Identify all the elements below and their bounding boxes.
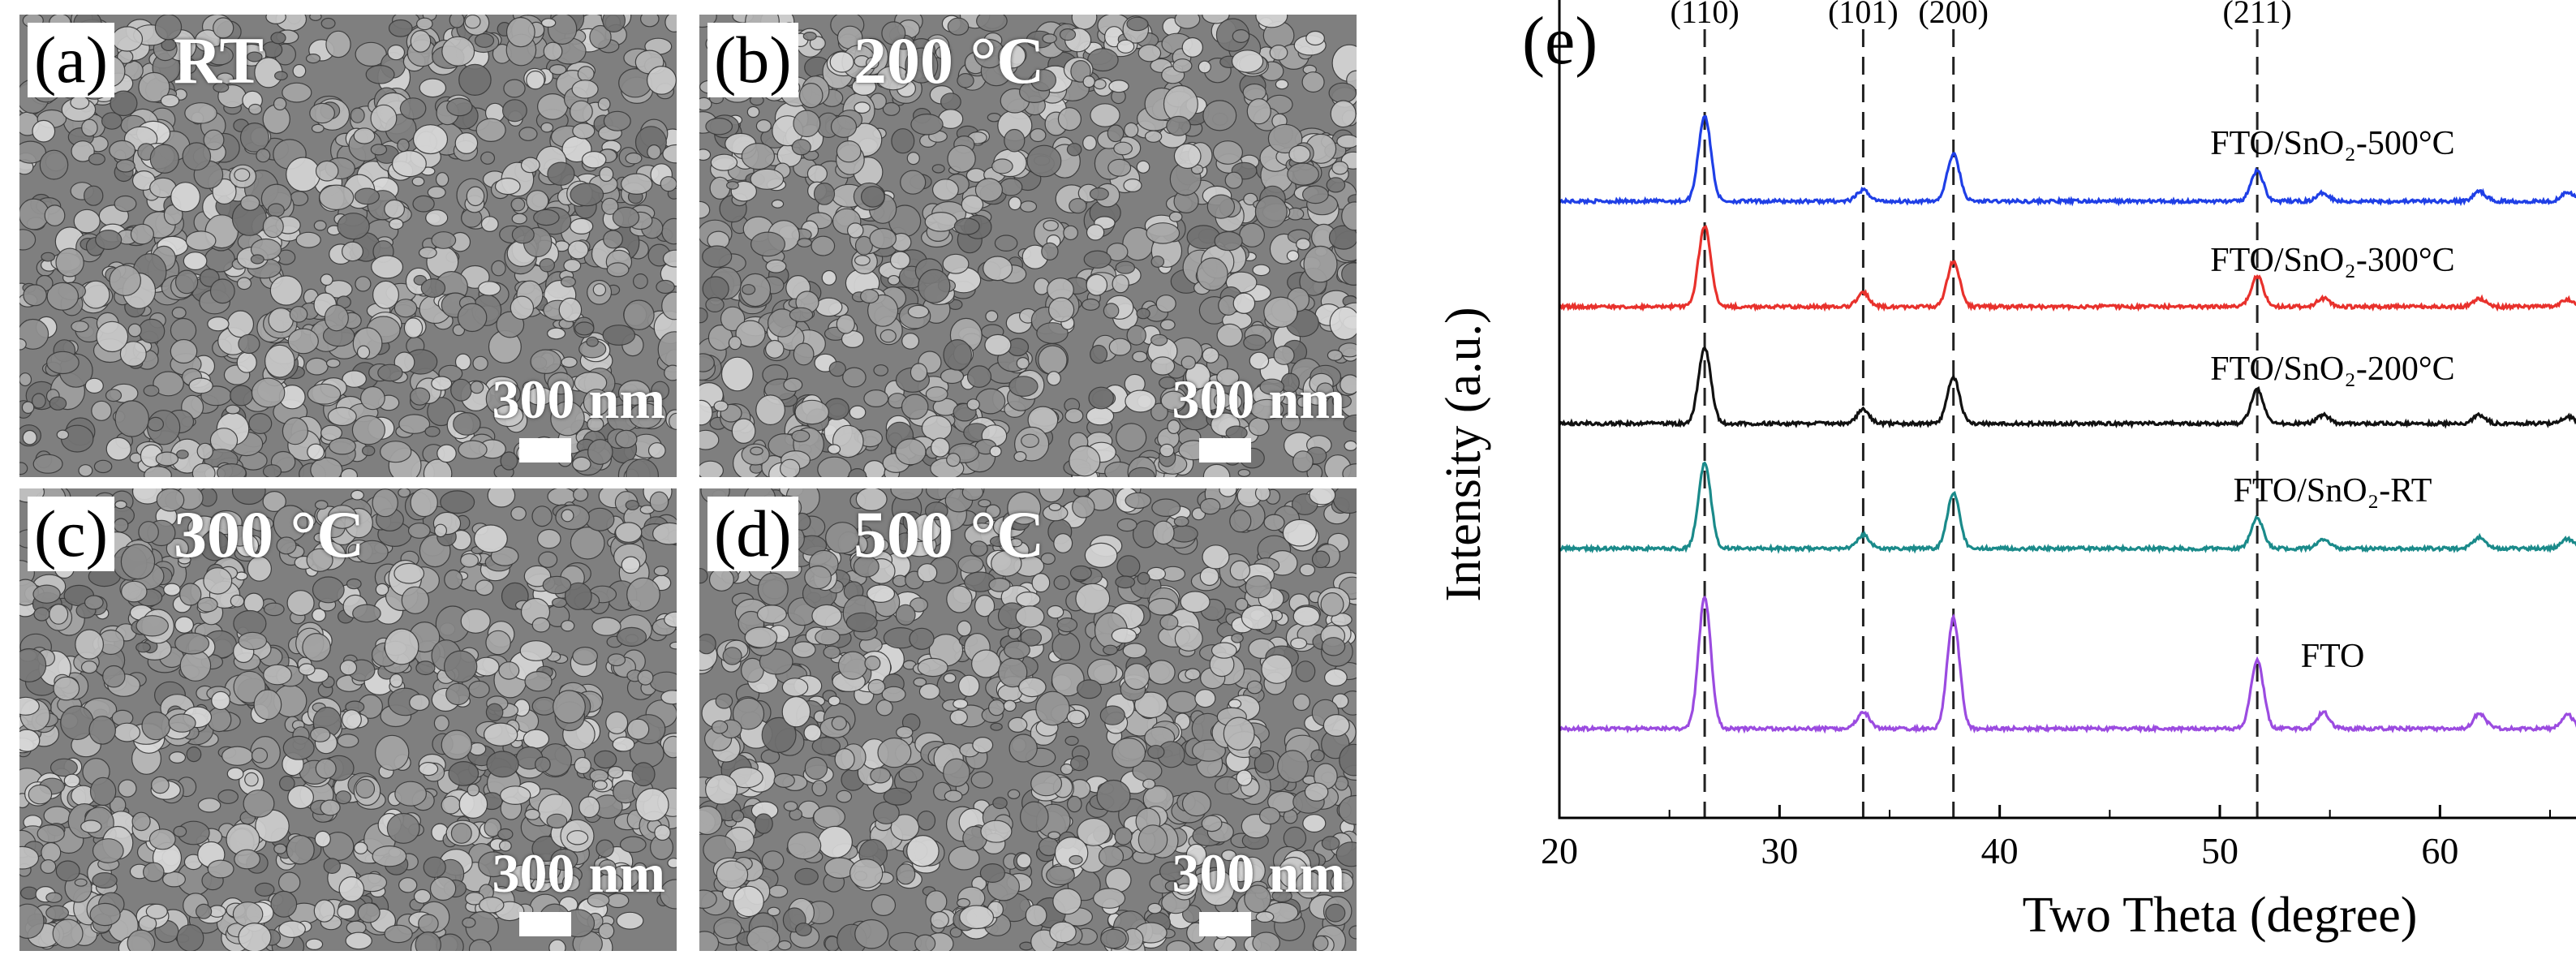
- panel-temperature-d: 500 °C: [854, 497, 1045, 571]
- series-label-2: FTO/SnO₂-200°C: [2210, 351, 2454, 388]
- scale-bar-a: [519, 438, 571, 462]
- panel-temperature-a: RT: [174, 24, 264, 97]
- series-line-0: [1558, 114, 2576, 207]
- sem-micrograph-c: [19, 488, 677, 951]
- series-label-1: FTO/SnO₂-300°C: [2210, 242, 2454, 279]
- x-axis-label: Two Theta (degree): [2023, 888, 2418, 943]
- sem-micrograph-b: [699, 15, 1357, 477]
- reference-label-1: (101): [1828, 0, 1899, 30]
- sem-panel-a: (a) RT 300 nm: [19, 15, 677, 477]
- scale-label-a: 300 nm: [492, 368, 665, 430]
- panel-letter-d: (d): [707, 497, 798, 571]
- series-label-4: FTO: [2301, 638, 2365, 675]
- sem-panel-b: (b) 200 °C 300 nm: [699, 15, 1357, 477]
- x-tick-label-1: 30: [1761, 830, 1798, 871]
- plot-frame: [1558, 0, 2576, 820]
- scale-label-d: 300 nm: [1172, 842, 1345, 904]
- series-label-0: FTO/SnO₂-500°C: [2210, 125, 2454, 162]
- sem-micrograph-a: [19, 15, 677, 477]
- scale-label-c: 300 nm: [492, 842, 665, 904]
- x-tick-label-2: 40: [1981, 830, 2019, 871]
- scale-bar-c: [519, 912, 571, 936]
- scale-bar-d: [1199, 912, 1251, 936]
- sem-panel-d: (d) 500 °C 300 nm: [699, 488, 1357, 951]
- xrd-chart: (e) (110) (101) (200) (211) FTO/SnO₂-500°CF…: [1436, 0, 2576, 943]
- series-line-2: [1558, 346, 2576, 429]
- sem-panel-c: (c) 300 °C 300 nm: [19, 488, 677, 951]
- panel-letter-c: (c): [28, 497, 115, 571]
- sem-micrograph-d: [699, 488, 1357, 951]
- x-tick-label-0: 20: [1541, 830, 1578, 871]
- series-line-3: [1559, 461, 2576, 554]
- x-tick-label-4: 60: [2421, 830, 2458, 871]
- scale-label-b: 300 nm: [1172, 368, 1345, 430]
- series-line-4: [1559, 595, 2576, 734]
- panel-letter-a: (a): [28, 23, 115, 97]
- reference-label-2: (200): [1918, 0, 1989, 30]
- y-axis-label: Intensity (a.u.): [1436, 307, 1491, 601]
- reference-label-3: (211): [2223, 0, 2292, 30]
- series-label-3: FTO/SnO₂-RT: [2234, 472, 2432, 510]
- scale-bar-b: [1199, 438, 1251, 462]
- panel-temperature-c: 300 °C: [174, 497, 365, 571]
- panel-letter-b: (b): [707, 23, 798, 97]
- x-tick-label-3: 50: [2201, 830, 2238, 871]
- panel-temperature-b: 200 °C: [854, 24, 1045, 97]
- series-line-1: [1558, 225, 2576, 312]
- reference-label-0: (110): [1671, 0, 1740, 30]
